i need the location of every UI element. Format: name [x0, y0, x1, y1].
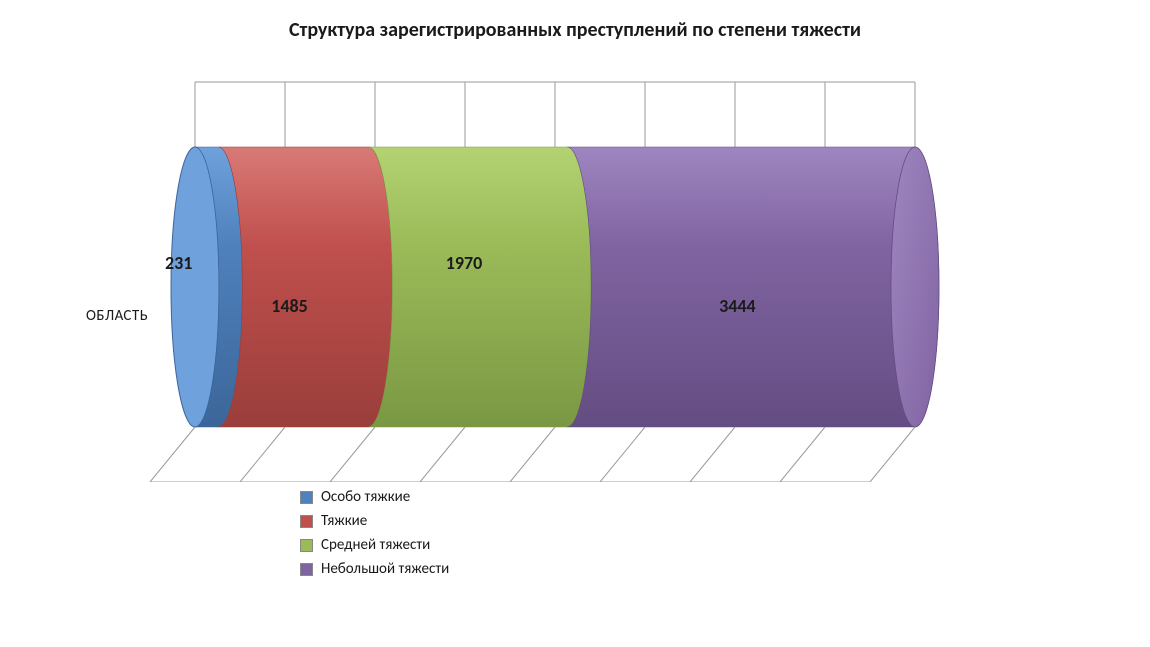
legend-swatch-2: [300, 539, 313, 552]
legend-item-1: Тяжкие: [300, 512, 1150, 530]
legend-label-3: Небольшой тяжести: [321, 560, 449, 578]
legend-item-2: Средней тяжести: [300, 536, 1150, 554]
legend-item-0: Особо тяжкие: [300, 488, 1150, 506]
legend-label-1: Тяжкие: [321, 512, 367, 530]
data-label-2: 1970: [446, 252, 483, 274]
legend-item-3: Небольшой тяжести: [300, 560, 1150, 578]
chart-area: ОБЛАСТЬ 231 1485 1970 3444: [0, 42, 1150, 482]
chart-title: Структура зарегистрированных преступлени…: [0, 18, 1150, 42]
legend-label-2: Средней тяжести: [321, 536, 430, 554]
legend-swatch-3: [300, 563, 313, 576]
data-label-1: 1485: [271, 295, 308, 317]
data-label-3: 3444: [719, 295, 756, 317]
legend-swatch-1: [300, 515, 313, 528]
data-label-0: 231: [165, 252, 192, 274]
category-axis-label: ОБЛАСТЬ: [86, 307, 148, 325]
legend: Особо тяжкие Тяжкие Средней тяжести Небо…: [300, 488, 1150, 578]
legend-label-0: Особо тяжкие: [321, 488, 410, 506]
legend-swatch-0: [300, 491, 313, 504]
